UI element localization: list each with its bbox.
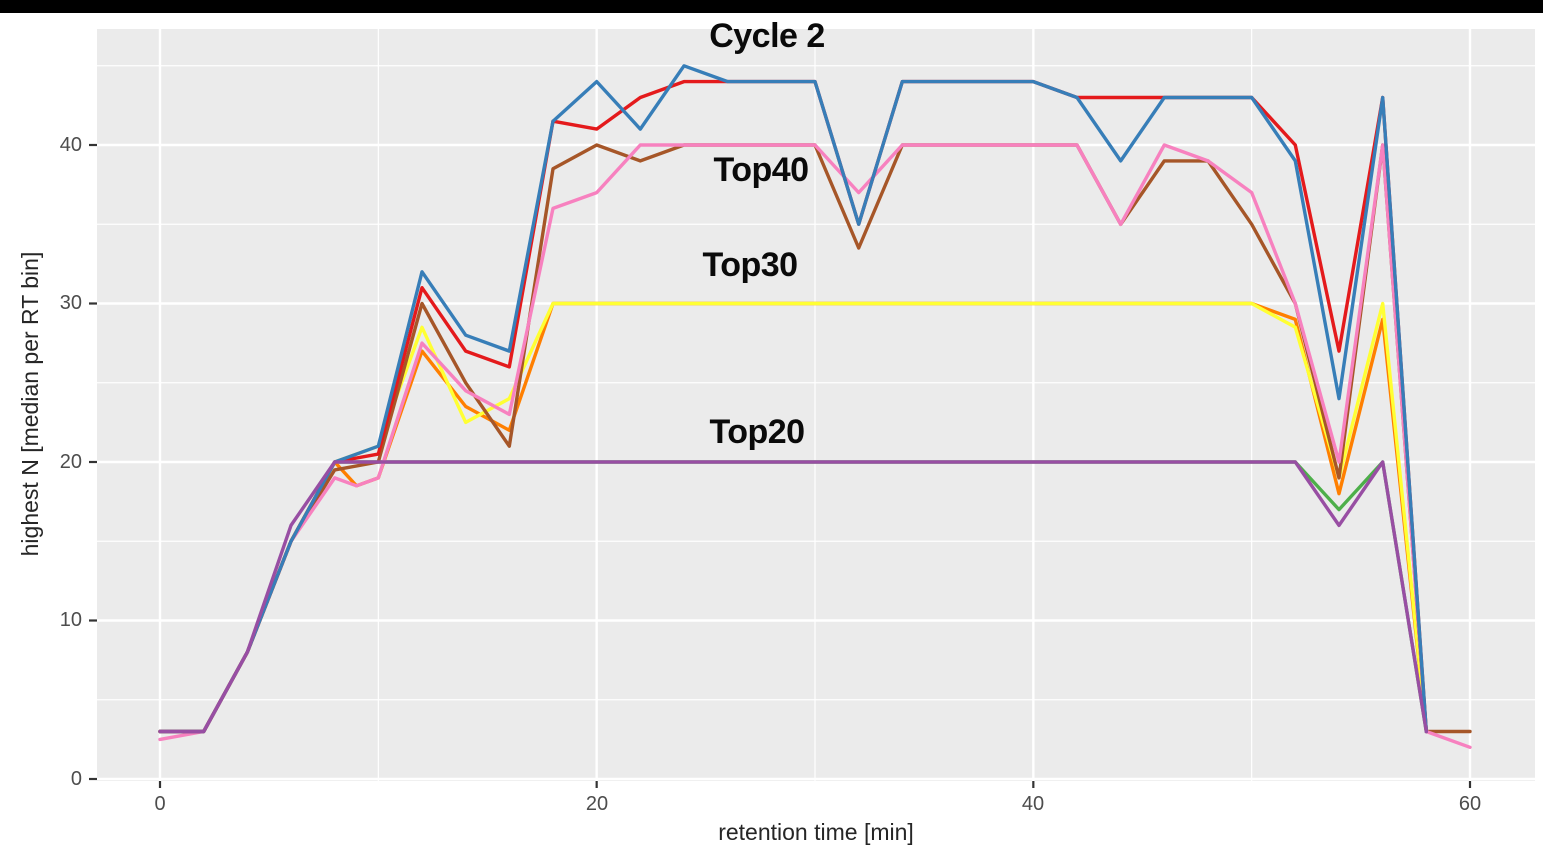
y-tick-label-20: 20 — [59, 451, 82, 473]
data-series-lines — [158, 64, 1472, 749]
plot-panel-background — [97, 29, 1535, 781]
x-tick-label-60: 60 — [1458, 793, 1482, 815]
x-tick-label-20: 20 — [585, 793, 609, 815]
annotation-top30: Top30 — [702, 246, 798, 284]
y-tick-label-30: 30 — [59, 292, 82, 314]
x-tick-label-40: 40 — [1021, 793, 1045, 815]
series-line-cycle2-blue — [158, 64, 1429, 734]
axis-tick-marks — [89, 143, 1472, 788]
x-tick-label-0: 0 — [154, 793, 166, 815]
annotation-cycle2: Cycle 2 — [709, 17, 825, 55]
annotation-top20: Top20 — [709, 413, 805, 451]
top-black-bar — [0, 0, 1543, 13]
y-tick-label-0: 0 — [70, 768, 82, 790]
y-tick-label-40: 40 — [59, 134, 82, 156]
series-line-top20-purple — [158, 460, 1429, 734]
y-axis-title: highest N [median per RT bin] — [17, 251, 43, 557]
y-tick-label-10: 10 — [59, 609, 82, 631]
series-line-top40-pink — [158, 143, 1472, 749]
minor-gridlines — [97, 29, 1535, 781]
x-axis-title: retention time [min] — [718, 819, 914, 845]
annotation-top40: Top40 — [713, 151, 809, 189]
